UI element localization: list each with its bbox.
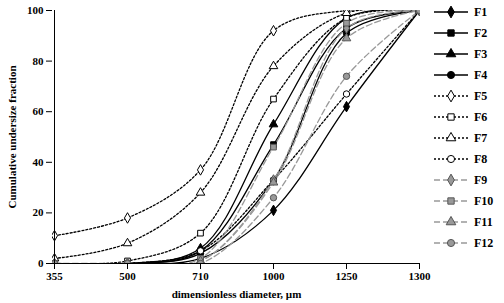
svg-text:500: 500 — [119, 270, 136, 282]
svg-text:1300: 1300 — [409, 270, 432, 282]
svg-text:40: 40 — [33, 156, 45, 168]
svg-text:0: 0 — [38, 257, 44, 269]
svg-text:F10: F10 — [474, 194, 493, 208]
svg-text:F7: F7 — [474, 131, 487, 145]
svg-text:1250: 1250 — [336, 270, 359, 282]
svg-text:F6: F6 — [474, 110, 487, 124]
svg-text:F9: F9 — [474, 173, 487, 187]
svg-text:80: 80 — [33, 55, 45, 67]
svg-text:dimensionless diameter, µm: dimensionless diameter, µm — [172, 288, 302, 300]
svg-text:F12: F12 — [474, 236, 493, 250]
svg-text:60: 60 — [33, 105, 45, 117]
svg-text:F8: F8 — [474, 152, 487, 166]
svg-text:20: 20 — [33, 206, 45, 218]
svg-text:F1: F1 — [474, 5, 487, 19]
svg-text:F3: F3 — [474, 47, 487, 61]
svg-text:355: 355 — [46, 270, 63, 282]
svg-text:F5: F5 — [474, 89, 487, 103]
svg-text:Cumulative undersize fraction: Cumulative undersize fraction — [6, 66, 18, 209]
svg-text:F11: F11 — [474, 215, 493, 229]
svg-text:F4: F4 — [474, 68, 487, 82]
svg-text:710: 710 — [192, 270, 209, 282]
svg-text:1000: 1000 — [263, 270, 286, 282]
svg-text:F2: F2 — [474, 26, 487, 40]
svg-text:100: 100 — [27, 4, 44, 16]
